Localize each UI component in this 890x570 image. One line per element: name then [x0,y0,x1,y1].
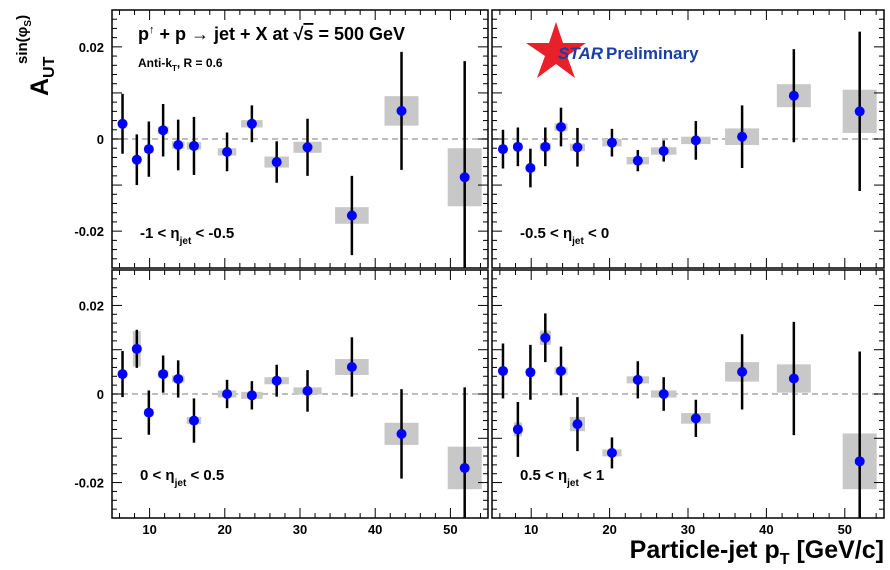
data-point [737,131,748,142]
data-point [525,163,536,174]
data-point [555,365,566,376]
y-tick-label: 0 [97,132,104,147]
data-point [302,142,313,153]
data-point [271,157,282,168]
data-point [690,135,701,146]
data-point [271,375,282,386]
data-point [512,141,523,152]
ticks [112,270,488,518]
star-preliminary-logo: STAR Preliminary [526,22,699,78]
data-point [396,428,407,439]
x-tick-label: 50 [443,522,457,537]
data-point [632,374,643,385]
panel-bottom-right: 10 20 30 40 50 0.5 < ηjet < 1 [491,269,885,537]
data-point [158,125,169,136]
data-layer [497,31,877,192]
data-point [246,118,257,129]
eta-region-label: 0.5 < ηjet < 1 [520,467,604,489]
x-tick-label: 30 [681,522,695,537]
data-point [117,369,128,380]
x-tick-label: 50 [838,522,852,537]
panel-bottom-left: 0.02 0 -0.02 10 20 30 40 50 0 < ηjet < 0.5 [74,269,489,537]
data-point [143,407,154,418]
data-point [540,332,551,343]
data-point [854,456,865,467]
data-point [525,367,536,378]
panel-top-left: 0.02 0 -0.02 -1 < ηjet < -0.5 [74,9,489,269]
data-point [346,361,357,372]
data-point [632,155,643,166]
y-axis-title-sup: sin(φS) [14,15,34,64]
data-point [737,366,748,377]
x-tick-label: 30 [293,522,307,537]
data-point [788,373,799,384]
data-point [143,144,154,155]
data-point [572,419,583,430]
panel-top-right: -0.5 < ηjet < 0 [491,9,885,269]
ticks [112,10,488,268]
data-layer [117,329,482,518]
data-point [222,389,233,399]
data-point [497,144,508,155]
ticks [492,270,884,518]
data-point [302,385,313,396]
data-point [555,122,566,133]
y-tick-label: 0 [97,387,104,402]
data-point [158,369,169,380]
star-logo-text: STAR [558,44,604,63]
data-point [512,424,523,435]
y-tick-label: -0.02 [74,476,104,491]
star-logo-icon [526,22,586,78]
panels-layer: 0.02 0 -0.02 -1 < ηjet < -0.5 -0.5 < ηjet < … [74,9,885,537]
data-point [540,141,551,152]
data-point [246,390,257,401]
preliminary-text: Preliminary [606,44,699,63]
eta-region-label: -0.5 < ηjet < 0 [520,225,609,247]
ticks [492,10,884,268]
y-tick-label: -0.02 [74,224,104,239]
data-point [690,413,701,424]
x-tick-label: 40 [759,522,773,537]
x-axis-title: Particle-jet pT [GeV/c] [630,536,884,565]
data-layer [497,313,877,518]
x-tick-label: 10 [524,522,538,537]
data-point [131,154,142,165]
x-tick-label: 20 [602,522,616,537]
annotation-algorithm: Anti-kT, R = 0.6 [138,56,223,73]
data-point [606,447,617,458]
data-layer [117,51,482,268]
data-point [173,373,184,384]
data-point [396,105,407,116]
data-point [497,365,508,376]
data-point [117,118,128,129]
data-point [572,142,583,153]
y-axis-title-sub: UT [41,56,58,78]
data-point [173,139,184,150]
eta-region-label: -1 < ηjet < -0.5 [140,225,234,247]
annotation-reaction: p↑ + p → jet + X at √s = 500 GeV [138,24,405,44]
x-tick-label: 10 [142,522,156,537]
data-point [131,343,142,354]
eta-region-label: 0 < ηjet < 0.5 [140,467,224,489]
data-point [346,210,357,221]
x-tick-label: 40 [368,522,382,537]
data-point [854,106,865,117]
y-tick-label: 0.02 [79,40,104,55]
data-point [188,415,199,426]
y-tick-label: 0.02 [79,298,104,313]
data-point [788,90,799,101]
y-axis-title: AUT sin(φS) [14,15,58,96]
data-point [658,145,669,156]
data-point [606,137,617,148]
data-point [459,462,470,473]
data-point [459,172,470,183]
x-tick-label: 20 [218,522,232,537]
data-point [188,140,199,151]
data-point [222,146,233,157]
data-point [658,389,669,399]
